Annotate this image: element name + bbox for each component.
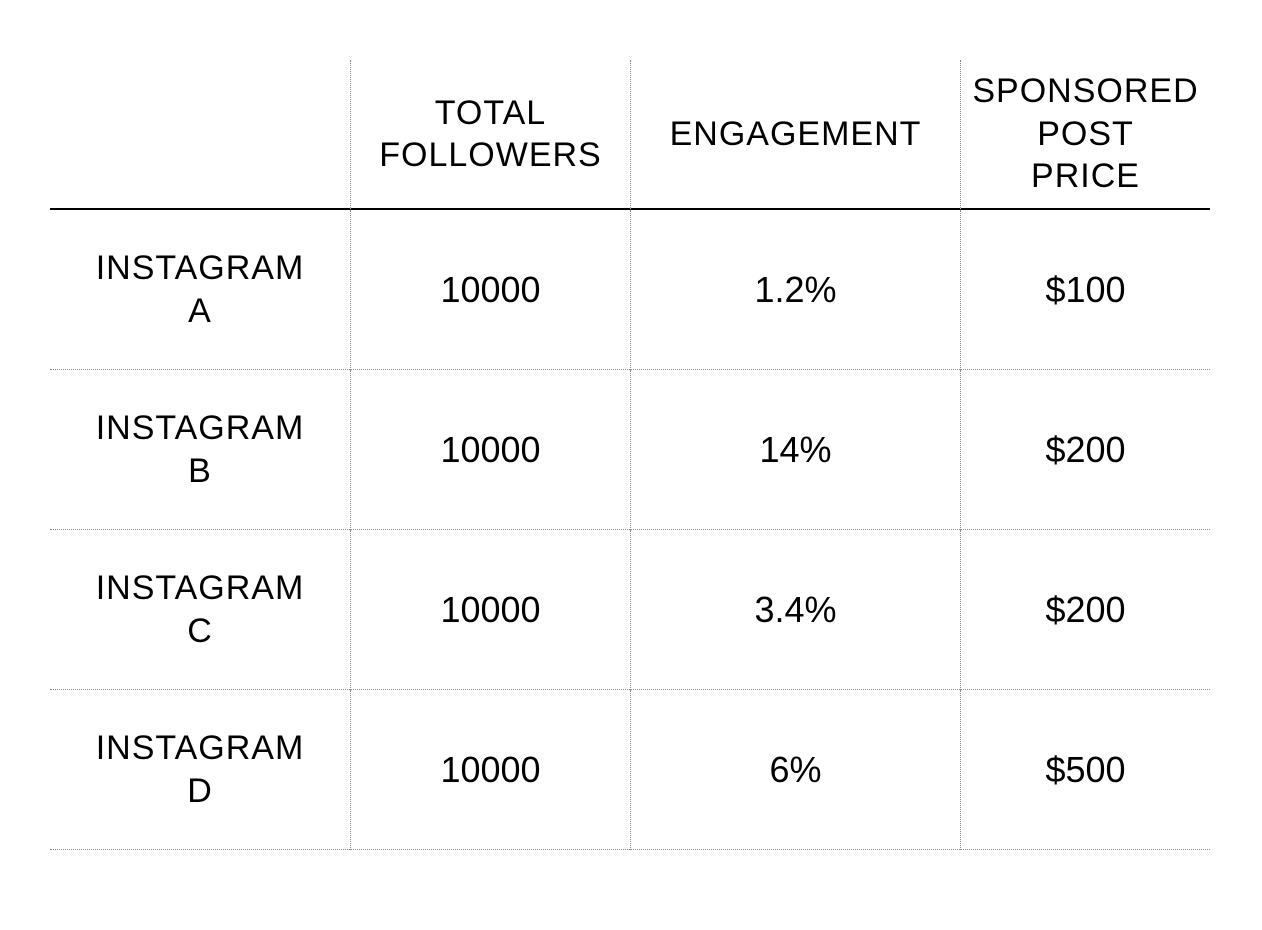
cell-value: 10000 bbox=[440, 429, 540, 471]
cell-value: 10000 bbox=[440, 269, 540, 311]
header-text: ENGAGEMENT bbox=[670, 113, 922, 156]
row-label-a: INSTAGRAM A bbox=[50, 210, 350, 370]
header-text: SPONSORED bbox=[972, 70, 1198, 113]
header-price: SPONSORED POST PRICE bbox=[960, 60, 1210, 210]
cell-value: 1.2% bbox=[754, 269, 836, 311]
row-label-text: C bbox=[187, 610, 213, 653]
cell-value: 6% bbox=[769, 749, 821, 791]
row-label-text: A bbox=[188, 290, 212, 333]
row-label-text: INSTAGRAM bbox=[96, 407, 305, 450]
cell-value: $200 bbox=[1045, 429, 1125, 471]
comparison-table: TOTAL FOLLOWERS ENGAGEMENT SPONSORED POS… bbox=[50, 60, 1212, 850]
cell-followers: 10000 bbox=[350, 530, 630, 690]
header-followers: TOTAL FOLLOWERS bbox=[350, 60, 630, 210]
header-text: POST bbox=[1037, 113, 1134, 156]
header-text: TOTAL bbox=[435, 92, 546, 135]
row-label-d: INSTAGRAM D bbox=[50, 690, 350, 850]
cell-followers: 10000 bbox=[350, 370, 630, 530]
cell-value: 10000 bbox=[440, 749, 540, 791]
cell-value: 14% bbox=[759, 429, 831, 471]
cell-engagement: 6% bbox=[630, 690, 960, 850]
cell-price: $100 bbox=[960, 210, 1210, 370]
row-label-text: INSTAGRAM bbox=[96, 247, 305, 290]
cell-followers: 10000 bbox=[350, 690, 630, 850]
cell-value: 10000 bbox=[440, 589, 540, 631]
row-label-b: INSTAGRAM B bbox=[50, 370, 350, 530]
cell-price: $500 bbox=[960, 690, 1210, 850]
cell-value: $200 bbox=[1045, 589, 1125, 631]
cell-price: $200 bbox=[960, 530, 1210, 690]
row-label-text: INSTAGRAM bbox=[96, 567, 305, 610]
header-empty bbox=[50, 60, 350, 210]
header-engagement: ENGAGEMENT bbox=[630, 60, 960, 210]
cell-followers: 10000 bbox=[350, 210, 630, 370]
header-text: FOLLOWERS bbox=[379, 134, 601, 177]
cell-engagement: 3.4% bbox=[630, 530, 960, 690]
header-text: PRICE bbox=[1031, 155, 1140, 198]
row-label-text: D bbox=[187, 770, 213, 813]
cell-value: 3.4% bbox=[754, 589, 836, 631]
cell-value: $500 bbox=[1045, 749, 1125, 791]
row-label-text: INSTAGRAM bbox=[96, 727, 305, 770]
cell-price: $200 bbox=[960, 370, 1210, 530]
row-label-text: B bbox=[188, 450, 212, 493]
row-label-c: INSTAGRAM C bbox=[50, 530, 350, 690]
cell-value: $100 bbox=[1045, 269, 1125, 311]
cell-engagement: 1.2% bbox=[630, 210, 960, 370]
cell-engagement: 14% bbox=[630, 370, 960, 530]
